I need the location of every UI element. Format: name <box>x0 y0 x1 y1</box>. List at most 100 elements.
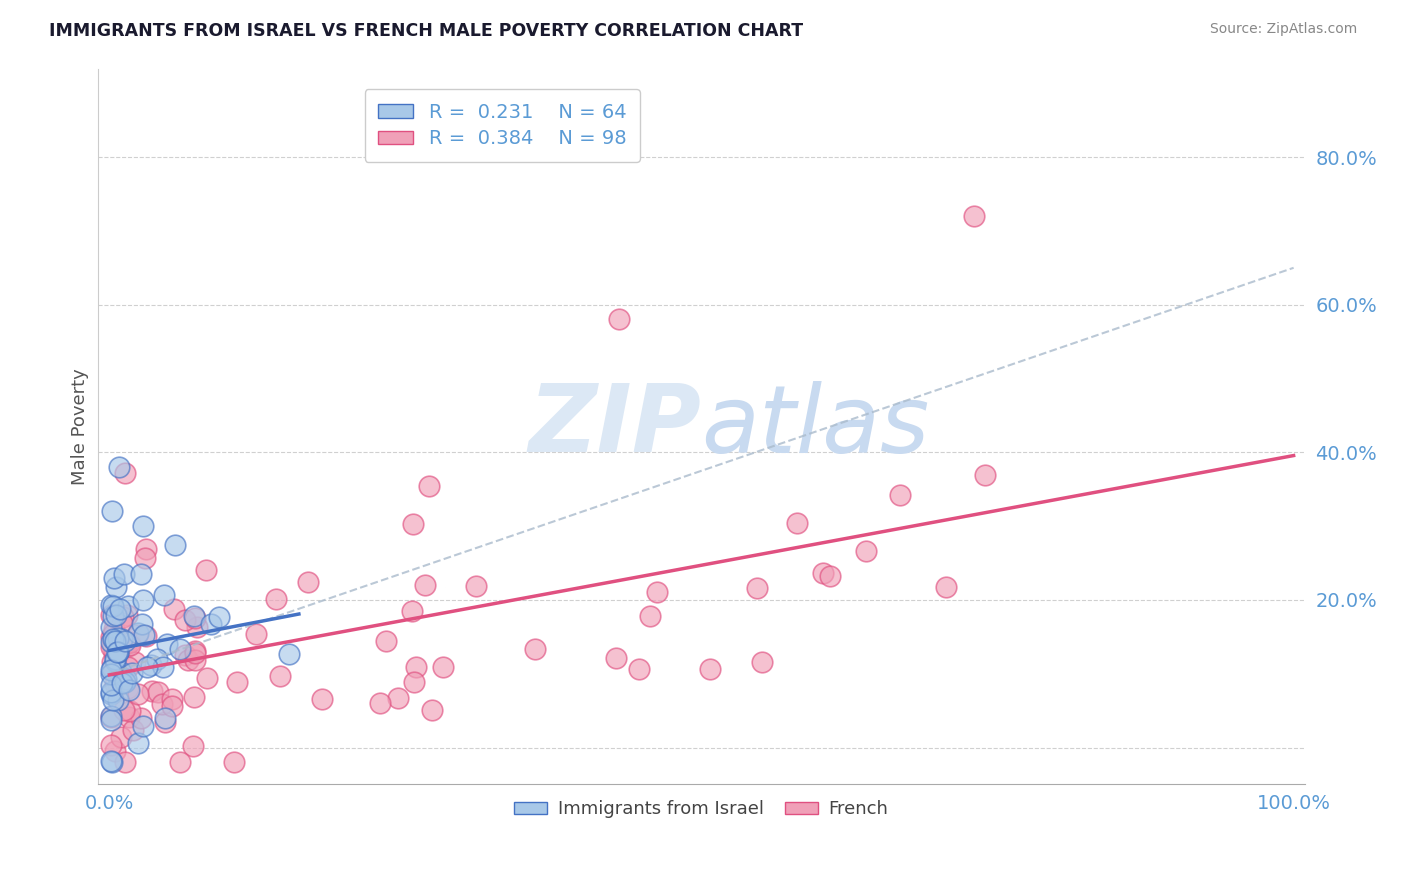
Point <box>100 667 122 681</box>
Point <box>103 663 125 677</box>
Point <box>156 637 179 651</box>
Point <box>115 635 138 649</box>
Point <box>135 629 157 643</box>
Point <box>135 542 157 557</box>
Point <box>524 641 547 656</box>
Point <box>136 660 159 674</box>
Point <box>100 708 122 723</box>
Point <box>114 634 136 648</box>
Point <box>134 551 156 566</box>
Point <box>100 620 122 634</box>
Point <box>163 538 186 552</box>
Point <box>699 662 721 676</box>
Point <box>101 640 124 654</box>
Point <box>224 756 246 770</box>
Point <box>177 653 200 667</box>
Point <box>628 662 651 676</box>
Point <box>153 715 176 730</box>
Point <box>124 656 146 670</box>
Point <box>100 677 122 691</box>
Point <box>131 567 153 582</box>
Point <box>432 659 454 673</box>
Point <box>889 488 911 502</box>
Point <box>107 678 129 692</box>
Point <box>107 670 129 684</box>
Point <box>173 613 195 627</box>
Point <box>100 685 122 699</box>
Point <box>110 730 132 744</box>
Point <box>100 634 122 648</box>
Point <box>131 617 153 632</box>
Point <box>118 634 141 648</box>
Point <box>121 666 143 681</box>
Point <box>111 671 134 685</box>
Y-axis label: Male Poverty: Male Poverty <box>72 368 89 485</box>
Point <box>100 663 122 677</box>
Point <box>100 756 122 770</box>
Point <box>264 591 287 606</box>
Point <box>127 736 149 750</box>
Point <box>111 632 134 646</box>
Point <box>111 669 134 683</box>
Point <box>110 665 132 679</box>
Point <box>194 563 217 577</box>
Point <box>101 655 124 669</box>
Point <box>186 620 208 634</box>
Point <box>103 622 125 636</box>
Point <box>811 566 834 581</box>
Point <box>786 516 808 531</box>
Point <box>183 609 205 624</box>
Point <box>401 604 423 618</box>
Point <box>107 647 129 661</box>
Point <box>132 719 155 733</box>
Point <box>100 686 122 700</box>
Point <box>169 641 191 656</box>
Point <box>115 640 138 654</box>
Point <box>107 645 129 659</box>
Point <box>100 754 122 768</box>
Point <box>277 647 299 661</box>
Point <box>638 608 661 623</box>
Point <box>103 633 125 648</box>
Point <box>127 687 149 701</box>
Point <box>374 633 396 648</box>
Point <box>104 652 127 666</box>
Point <box>103 632 125 647</box>
Point <box>311 691 333 706</box>
Point <box>645 584 668 599</box>
Point <box>184 644 207 658</box>
Point <box>297 575 319 590</box>
Point <box>127 626 149 640</box>
Point <box>269 669 291 683</box>
Point <box>112 610 135 624</box>
Point <box>418 478 440 492</box>
Point <box>107 631 129 645</box>
Point <box>100 630 122 644</box>
Point <box>111 615 134 630</box>
Point <box>131 711 153 725</box>
Point <box>100 640 122 654</box>
Point <box>117 681 139 695</box>
Point <box>118 683 141 698</box>
Point <box>108 460 131 475</box>
Point <box>141 684 163 698</box>
Point <box>103 646 125 660</box>
Point <box>117 599 139 613</box>
Point <box>855 543 877 558</box>
Point <box>105 580 128 594</box>
Legend: Immigrants from Israel, French: Immigrants from Israel, French <box>508 793 896 825</box>
Point <box>101 627 124 641</box>
Point <box>184 646 207 660</box>
Point <box>105 645 128 659</box>
Point <box>605 651 627 665</box>
Point <box>105 607 128 622</box>
Point <box>131 593 153 607</box>
Point <box>112 567 135 582</box>
Point <box>183 690 205 704</box>
Point <box>104 633 127 648</box>
Point <box>101 632 124 647</box>
Point <box>150 697 173 711</box>
Point <box>163 602 186 616</box>
Point <box>114 466 136 480</box>
Point <box>100 738 122 752</box>
